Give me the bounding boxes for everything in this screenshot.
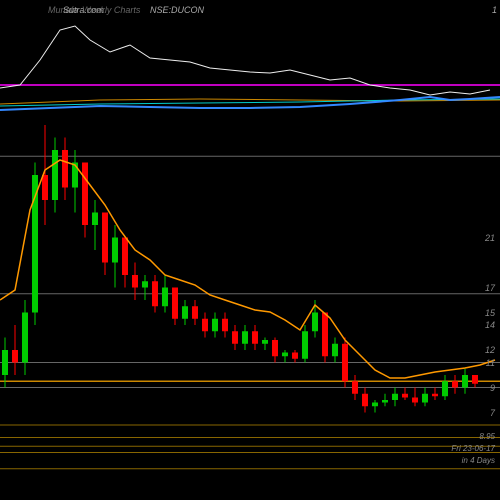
candle-body [452,381,458,387]
footer-label: 8.95 [479,432,495,441]
candle-body [222,319,228,332]
indicator-cyan-line [0,99,500,106]
candle-body [2,350,8,375]
candle-body [472,375,478,384]
candle-body [412,398,418,403]
price-label: 11 [486,358,495,368]
candle-body [112,238,118,263]
candle-body [12,350,18,363]
candle-body [92,213,98,226]
candle-body [422,394,428,403]
candle-body [42,175,48,200]
candle-body [462,375,468,388]
candle-body [372,403,378,407]
candle-body [132,275,138,288]
price-label: 12 [485,345,495,355]
candle-body [172,288,178,319]
candle-body [282,353,288,357]
footer-label: in 4 Days [462,456,495,465]
candle-body [212,319,218,332]
header-center: NSE:DUCON [150,5,204,15]
candle-body [362,394,368,407]
candle-body [352,381,358,394]
candle-body [122,238,128,276]
candle-body [312,313,318,332]
header-left3: Weekly Charts [82,5,140,15]
candle-body [292,353,298,359]
candle-body [342,344,348,382]
candle-body [332,344,338,357]
candle-body [192,306,198,319]
candle-body [302,331,308,359]
indicator-blue-line [0,97,500,110]
candle-body [202,319,208,332]
price-label: 15 [485,308,495,318]
price-label: 14 [485,320,495,330]
candle-body [72,163,78,188]
candle-body [152,281,158,306]
price-label: 7 [490,408,495,418]
price-label: 17 [485,283,495,293]
candle-body [392,394,398,400]
candle-body [262,340,268,344]
candle-body [52,150,58,200]
candle-body [252,331,258,344]
candle-body [62,150,68,188]
stock-chart [0,0,500,500]
candle-body [242,331,248,344]
footer-label: Fri 23-06-17 [451,444,495,453]
moving-average-line [0,160,495,378]
candle-body [272,340,278,356]
candle-body [82,163,88,226]
candle-body [232,331,238,344]
candle-body [22,313,28,363]
header-right: 1 [492,5,497,15]
candle-body [432,394,438,397]
candle-body [162,288,168,307]
candle-body [142,281,148,287]
candle-body [322,313,328,357]
candle-body [402,394,408,398]
candle-body [442,381,448,396]
candle-body [182,306,188,319]
candle-body [382,400,388,403]
price-label: 9 [490,383,495,393]
candle-body [102,213,108,263]
price-label: 21 [485,233,495,243]
